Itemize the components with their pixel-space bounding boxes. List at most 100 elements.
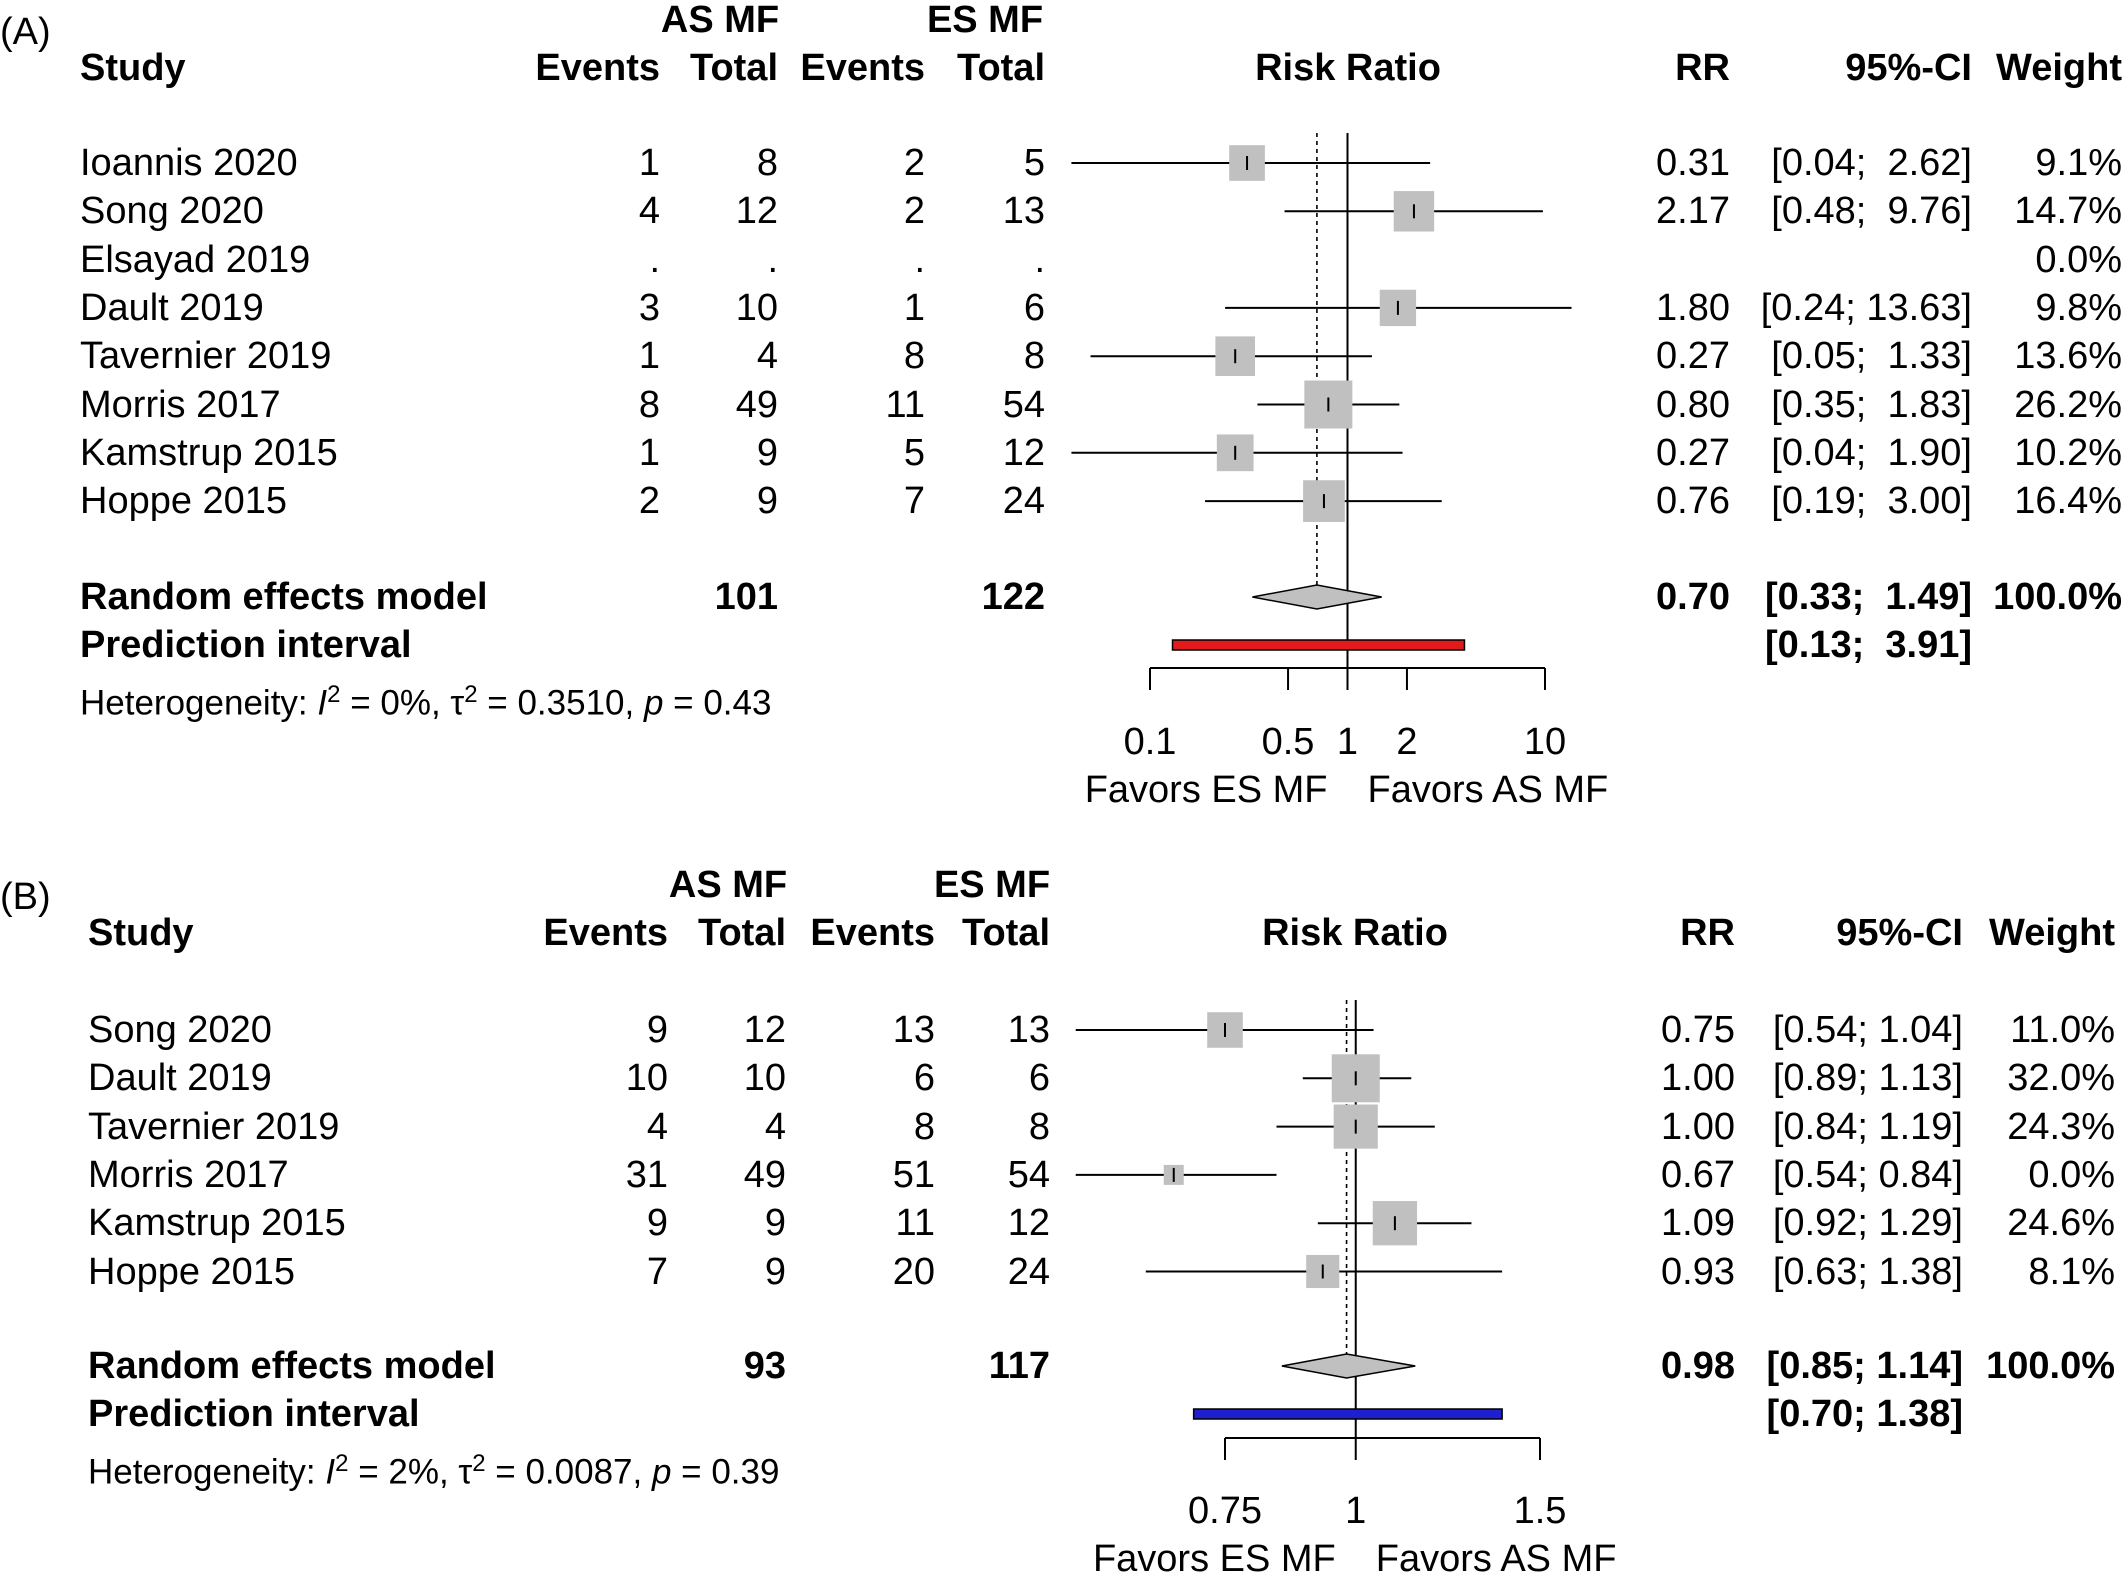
group-header-control: ES MF: [933, 864, 1051, 906]
x-tick-label: 1.5: [1513, 1490, 1567, 1532]
column-header-study: Study: [80, 47, 186, 89]
heterogeneity-tau-symbol: τ: [450, 683, 465, 723]
events-e-cell: 7: [646, 1250, 668, 1293]
events-c-cell: 7: [903, 480, 925, 523]
random-effects-label: Random effects model: [80, 576, 488, 618]
rr-cell: 0.27: [1656, 431, 1730, 474]
favors-right-label: Favors AS MF: [1375, 1538, 1617, 1580]
heterogeneity-i2-exponent: 2: [327, 681, 341, 708]
study-name: Tavernier 2019: [88, 1105, 340, 1148]
rr-cell: 0.75: [1661, 1009, 1735, 1051]
events-e-cell: 1: [638, 335, 660, 378]
column-header-rr: RR: [1680, 912, 1735, 954]
heterogeneity-prefix: Heterogeneity:: [80, 683, 318, 723]
events-c-cell: 2: [903, 190, 925, 233]
column-header-plot: Risk Ratio: [1262, 912, 1448, 954]
column-header-total-c: Total: [962, 912, 1050, 954]
events-e-cell: 1: [638, 431, 660, 474]
pooled-diamond: [1281, 1353, 1416, 1379]
column-header-plot: Risk Ratio: [1255, 47, 1441, 89]
x-tick-label: 0.75: [1188, 1490, 1262, 1532]
events-c-cell: 5: [903, 431, 925, 474]
study-name: Hoppe 2015: [88, 1250, 296, 1293]
column-header-ci: 95%-CI: [1845, 47, 1972, 89]
total-e-cell: 4: [764, 1105, 786, 1148]
total-c-cell: 8: [1023, 335, 1045, 378]
prediction-interval-bar: [1192, 1408, 1503, 1420]
weight-cell: 24.3%: [2007, 1105, 2115, 1148]
weight-cell: 16.4%: [2014, 480, 2122, 523]
rr-cell: 0.80: [1656, 383, 1730, 426]
random-effects-rr: 0.70: [1656, 576, 1730, 618]
column-header-events-e: Events: [535, 47, 660, 89]
x-tick-label: 1: [1345, 1490, 1367, 1532]
study-name: Ioannis 2020: [80, 142, 298, 184]
x-tick-label: 1: [1336, 721, 1359, 763]
total-e-cell: 12: [743, 1009, 786, 1051]
events-c-cell: 8: [903, 335, 925, 378]
heterogeneity-p-value: = 0.39: [671, 1452, 780, 1492]
column-header-total-e: Total: [698, 912, 786, 954]
rr-cell: 1.80: [1656, 286, 1730, 329]
rr-cell: 0.31: [1656, 142, 1730, 184]
ci-cell: [0.04; 2.62]: [1771, 142, 1972, 184]
rr-cell: 1.00: [1661, 1057, 1735, 1100]
heterogeneity-text: Heterogeneity: I2 = 2%, τ2 = 0.0087, p =…: [88, 1442, 779, 1495]
total-c-cell: 5: [1023, 142, 1045, 184]
column-header-total-e: Total: [690, 47, 778, 89]
weight-cell: 0.0%: [2035, 238, 2122, 281]
events-c-cell: 51: [892, 1153, 935, 1196]
random-effects-weight: 100.0%: [1993, 576, 2122, 618]
heterogeneity-i2-symbol: I: [317, 683, 328, 723]
events-e-cell: .: [649, 238, 660, 281]
ci-cell: [0.84; 1.19]: [1772, 1105, 1963, 1148]
heterogeneity-tau-value: = 0.3510,: [477, 683, 644, 723]
random-effects-label: Random effects model: [88, 1345, 496, 1387]
total-c-cell: 12: [1007, 1202, 1050, 1245]
total-c-cell: .: [1034, 238, 1045, 281]
rr-cell: 0.67: [1661, 1153, 1735, 1196]
study-name: Elsayad 2019: [80, 238, 311, 281]
events-e-cell: 4: [646, 1105, 668, 1148]
study-name: Song 2020: [80, 190, 264, 233]
total-e-cell: 49: [743, 1153, 786, 1196]
heterogeneity-i2-symbol: I: [325, 1452, 336, 1492]
study-name: Kamstrup 2015: [88, 1202, 346, 1245]
events-c-cell: 6: [913, 1057, 935, 1100]
study-name: Hoppe 2015: [80, 480, 288, 523]
events-c-cell: 1: [903, 286, 925, 329]
events-e-cell: 4: [638, 190, 660, 233]
total-e-cell: 49: [735, 383, 778, 426]
heterogeneity-prefix: Heterogeneity:: [88, 1452, 326, 1492]
ci-cell: [0.05; 1.33]: [1771, 335, 1972, 378]
events-e-cell: 8: [638, 383, 660, 426]
events-c-cell: .: [914, 238, 925, 281]
column-header-weight: Weight: [1989, 912, 2115, 954]
column-header-rr: RR: [1675, 47, 1730, 89]
ci-cell: [0.35; 1.83]: [1771, 383, 1972, 426]
events-e-cell: 9: [646, 1009, 668, 1051]
random-effects-total-c: 117: [988, 1345, 1050, 1387]
column-header-events-c: Events: [810, 912, 935, 954]
total-c-cell: 24: [1002, 480, 1045, 523]
heterogeneity-tau-exponent: 2: [472, 1450, 486, 1477]
prediction-interval-bar: [1171, 639, 1466, 651]
column-header-events-e: Events: [543, 912, 668, 954]
heterogeneity-tau-symbol: τ: [458, 1452, 473, 1492]
favors-left-label: Favors ES MF: [1092, 1538, 1336, 1580]
events-c-cell: 13: [892, 1009, 935, 1051]
ci-cell: [0.48; 9.76]: [1771, 190, 1972, 233]
events-c-cell: 20: [892, 1250, 935, 1293]
column-header-events-c: Events: [800, 47, 925, 89]
ci-cell: [0.24; 13.63]: [1760, 286, 1972, 329]
study-name: Song 2020: [88, 1009, 272, 1051]
events-c-cell: 11: [895, 1202, 935, 1245]
total-c-cell: 24: [1007, 1250, 1050, 1293]
favors-left-label: Favors ES MF: [1084, 769, 1328, 811]
rr-cell: 0.27: [1656, 335, 1730, 378]
total-c-cell: 54: [1002, 383, 1045, 426]
random-effects-rr: 0.98: [1661, 1345, 1735, 1387]
x-tick-label: 2: [1396, 721, 1418, 763]
total-c-cell: 54: [1007, 1153, 1050, 1196]
